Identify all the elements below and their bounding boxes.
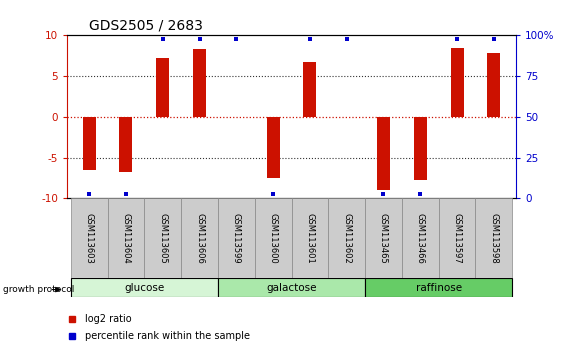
Text: galactose: galactose bbox=[266, 282, 317, 293]
Text: GSM113598: GSM113598 bbox=[489, 213, 498, 263]
Bar bbox=[292, 198, 328, 278]
Bar bbox=[83, 117, 96, 170]
Text: GSM113605: GSM113605 bbox=[158, 213, 167, 263]
Bar bbox=[71, 278, 218, 297]
Text: GSM113599: GSM113599 bbox=[232, 213, 241, 263]
Bar bbox=[438, 198, 476, 278]
Bar bbox=[266, 117, 279, 178]
Bar bbox=[365, 198, 402, 278]
Bar bbox=[107, 198, 145, 278]
Text: growth protocol: growth protocol bbox=[3, 285, 74, 294]
Text: GSM113600: GSM113600 bbox=[269, 213, 278, 263]
Text: GSM113604: GSM113604 bbox=[121, 213, 131, 263]
Text: percentile rank within the sample: percentile rank within the sample bbox=[85, 331, 250, 341]
Text: GSM113603: GSM113603 bbox=[85, 213, 94, 263]
Text: glucose: glucose bbox=[124, 282, 164, 293]
Bar bbox=[402, 198, 438, 278]
Bar bbox=[304, 62, 317, 117]
Text: raffinose: raffinose bbox=[416, 282, 462, 293]
Bar bbox=[476, 198, 512, 278]
Bar bbox=[218, 278, 365, 297]
Bar bbox=[414, 117, 427, 180]
Bar bbox=[255, 198, 292, 278]
Bar bbox=[145, 198, 181, 278]
Text: log2 ratio: log2 ratio bbox=[85, 314, 132, 324]
Bar bbox=[365, 278, 512, 297]
Text: GSM113597: GSM113597 bbox=[452, 213, 462, 263]
Bar bbox=[377, 117, 390, 190]
Bar bbox=[218, 198, 255, 278]
Text: GSM113601: GSM113601 bbox=[305, 213, 314, 263]
Text: GSM113465: GSM113465 bbox=[379, 213, 388, 263]
Bar bbox=[71, 198, 107, 278]
Text: GDS2505 / 2683: GDS2505 / 2683 bbox=[90, 19, 203, 33]
Bar bbox=[156, 58, 169, 117]
Text: GSM113602: GSM113602 bbox=[342, 213, 351, 263]
Bar bbox=[328, 198, 365, 278]
Bar bbox=[487, 53, 500, 117]
Bar bbox=[181, 198, 218, 278]
Bar bbox=[193, 49, 206, 117]
Text: GSM113466: GSM113466 bbox=[416, 213, 425, 263]
Bar bbox=[120, 117, 132, 172]
Bar bbox=[451, 47, 463, 117]
Text: GSM113606: GSM113606 bbox=[195, 213, 204, 263]
